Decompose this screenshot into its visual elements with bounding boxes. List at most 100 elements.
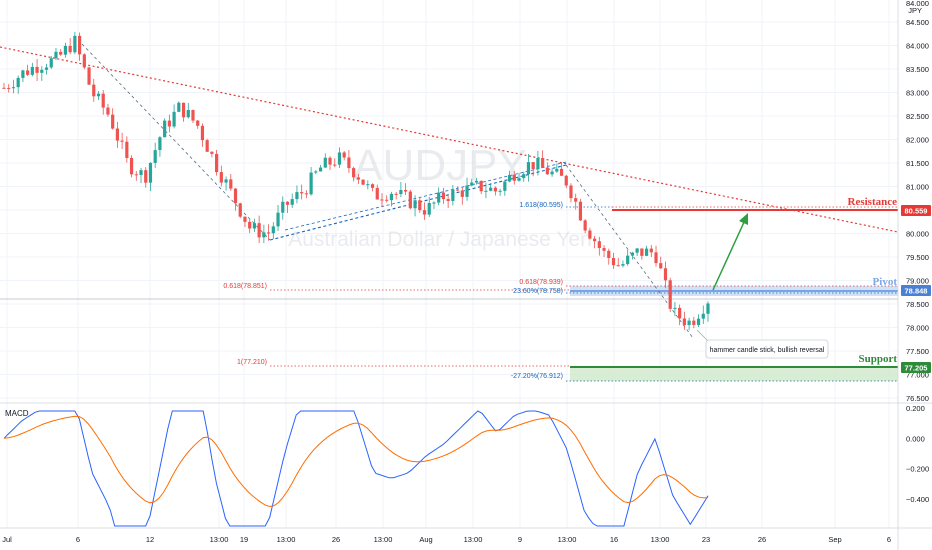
candle-body [26, 70, 30, 75]
candle-body [701, 313, 705, 319]
candle-body [106, 107, 110, 115]
macd-tick-label: 0.000 [906, 434, 925, 443]
candle-body [370, 184, 375, 188]
candle-body [210, 151, 214, 154]
candle-body [129, 157, 134, 175]
candle-body [583, 220, 587, 231]
price-tick-label: 82.500 [906, 112, 929, 121]
candle-body [404, 190, 408, 192]
candle-body [262, 232, 266, 238]
macd-tick-label: −0.400 [906, 495, 929, 504]
fib-2360-label: 23.60%(78.758) [513, 288, 563, 295]
candle-body [503, 181, 507, 191]
time-tick-label: 23 [702, 535, 710, 544]
candle-body [531, 162, 535, 170]
candle-body [163, 120, 167, 138]
candle-body [139, 170, 143, 175]
candle-body [238, 203, 242, 217]
candle-body [692, 320, 696, 325]
candle-body [248, 221, 252, 229]
time-tick-label: 13:00 [210, 535, 229, 544]
candle-body [635, 248, 639, 253]
candle-body [2, 87, 6, 89]
macd-line [3, 410, 709, 527]
time-tick-label: 13:00 [464, 535, 483, 544]
candle-body [682, 318, 686, 326]
watermark-instrument: Australian Dollar / Japanese Yen [288, 228, 592, 251]
candle-body [621, 264, 625, 266]
price-tick-label: 84.500 [906, 18, 929, 27]
candle-body [30, 66, 34, 75]
candle-body [630, 252, 635, 256]
candle-body [427, 202, 431, 215]
candle-body [385, 199, 389, 201]
candle-body [290, 199, 294, 205]
candle-body [522, 174, 526, 179]
candle-body [153, 150, 157, 163]
candle-body [649, 248, 653, 253]
fib-neg2720-label: -27.20%(76.912) [511, 373, 563, 380]
time-tick-label: 12 [146, 535, 154, 544]
pivot-title: Pivot [873, 276, 898, 288]
candle-body [63, 45, 68, 55]
candle-body [323, 157, 327, 168]
fib-anchor-line-4 [565, 164, 694, 339]
resistance-price-tag [901, 205, 931, 216]
candle-body [394, 193, 398, 195]
candle-body [678, 307, 682, 319]
candle-body [101, 93, 105, 108]
candle-body [611, 257, 616, 266]
candle-body [314, 171, 318, 173]
price-axis-top-partial: 84.000 [906, 0, 929, 8]
candle-body [616, 265, 620, 267]
candle-body [44, 67, 49, 70]
time-tick-label: 6 [76, 535, 80, 544]
candle-body [408, 191, 412, 209]
candle-body [489, 187, 493, 191]
candle-body [243, 216, 247, 222]
candle-body [687, 320, 691, 326]
candle-body [200, 125, 205, 141]
price-tick-label: 80.000 [906, 230, 929, 239]
candle-body [644, 248, 649, 256]
candle-body [526, 162, 531, 175]
candle-body [233, 188, 238, 204]
candle-body [593, 238, 597, 242]
candle-body [191, 109, 195, 121]
candle-body [186, 109, 190, 118]
candle-body [125, 141, 129, 158]
candle-body [328, 157, 332, 165]
time-tick-label: 26 [758, 535, 766, 544]
time-tick-label: 13:00 [277, 535, 296, 544]
candle-body [361, 179, 365, 185]
price-tick-label: 83.000 [906, 89, 929, 98]
candle-body [77, 35, 82, 55]
time-tick-label: 13:00 [374, 535, 393, 544]
candle-body [399, 190, 403, 194]
candle-body [536, 158, 540, 170]
candle-body [545, 167, 549, 175]
price-tick-label: 84.000 [906, 42, 929, 51]
candle-body [512, 174, 516, 181]
candle-body [266, 232, 271, 234]
candle-body [252, 223, 257, 229]
candle-body [304, 193, 308, 195]
candle-body [578, 201, 583, 221]
candle-body [148, 162, 153, 183]
candle-body [550, 171, 554, 175]
candle-body [219, 172, 223, 183]
watermark-symbol: AUDJPY [353, 141, 527, 190]
candle-body [559, 168, 564, 176]
candle-body [470, 182, 474, 186]
candle-body [167, 120, 171, 127]
candle-body [413, 200, 417, 209]
price-tick-label: 81.000 [906, 183, 929, 192]
candle-body [541, 158, 545, 168]
candle-body [659, 263, 663, 269]
price-tick-label: 81.500 [906, 159, 929, 168]
price-tick-label: 76.500 [906, 394, 929, 403]
candle-body [295, 192, 299, 200]
candle-body [276, 212, 280, 227]
candle-body [68, 45, 72, 53]
